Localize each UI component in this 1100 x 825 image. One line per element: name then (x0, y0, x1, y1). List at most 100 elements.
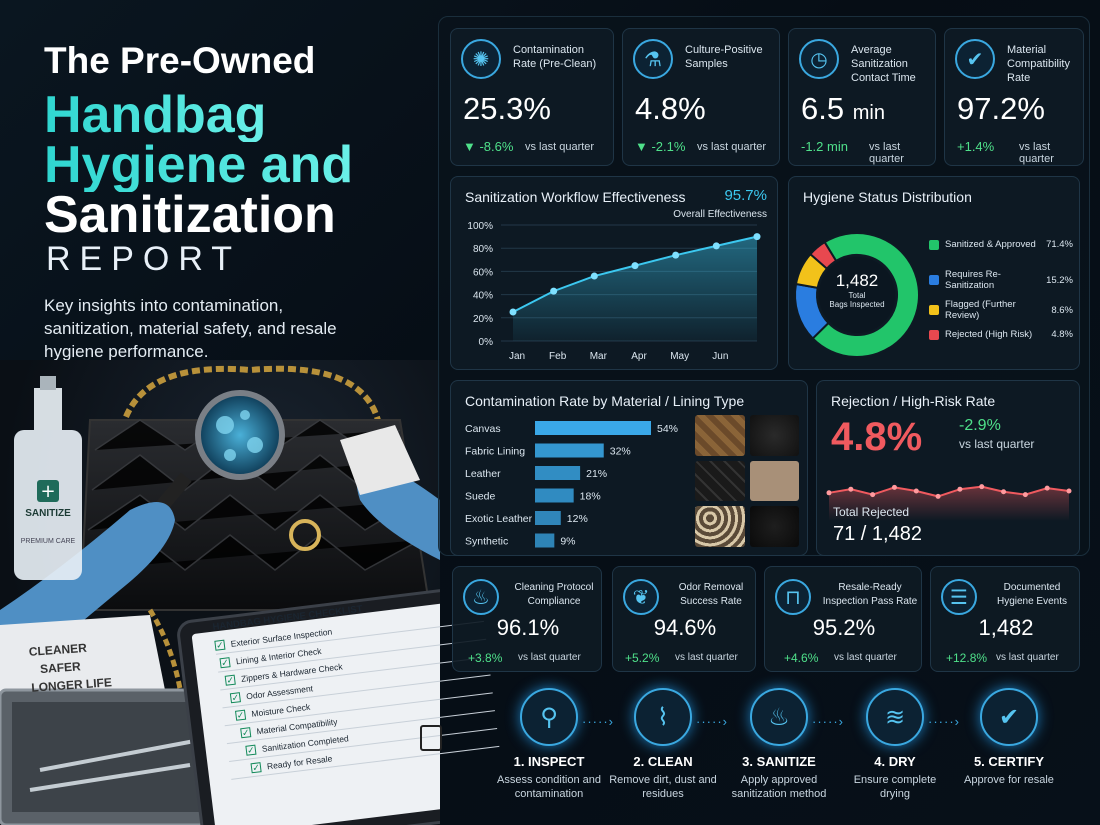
trend-point (826, 490, 832, 496)
rejection-delta: -2.9% (959, 417, 1001, 434)
trend-point (1022, 492, 1028, 498)
shield-check-icon: ✔ (980, 688, 1038, 746)
kpi-delta: +1.4% (957, 139, 995, 154)
wind-icon: ≋ (866, 688, 924, 746)
bar-category-label: Suede (465, 491, 496, 503)
process-step: ♨ 3. SANITIZE Apply approved sanitizatio… (724, 688, 834, 801)
kpi-delta: +4.6% (784, 651, 819, 665)
virus-icon: ✺ (461, 39, 501, 79)
material-bar-chart: Canvas 54% Fabric Lining 32% Leather 21% Suede… (465, 421, 678, 548)
donut-hole (819, 257, 895, 333)
kpi-delta: +12.8% (946, 651, 988, 665)
kpi-vs: vs last quarter (1019, 141, 1054, 165)
rejection-title: Rejection / High-Risk Rate (831, 393, 996, 409)
spray-bottle-icon: ♨ (463, 579, 499, 615)
bar-category-label: Canvas (465, 423, 501, 435)
magnifier-icon: ⚲ (520, 688, 578, 746)
title-line-3: Hygiene and (44, 136, 354, 194)
bar-value-label: 9% (560, 536, 575, 548)
bar-value-label: 54% (657, 423, 678, 435)
leaf-icon: ❦ (623, 579, 659, 615)
kpi-value: 97.2% (957, 91, 1045, 126)
bar-value-label: 21% (586, 468, 607, 480)
step-title: 2. CLEAN (633, 754, 693, 769)
legend-item: Rejected (High Risk) 4.8% (929, 329, 1073, 340)
bar-category-label: Exotic Leather (465, 513, 533, 525)
trend-point (913, 488, 919, 494)
quilted-swatch (695, 460, 745, 502)
step-desc: Approve for resale (964, 774, 1054, 786)
checkbox-icon: ✓ (245, 744, 257, 756)
data-point (631, 262, 639, 270)
kpi-card: ✺ Contamination Rate (Pre-Clean) 25.3% ▼… (450, 28, 614, 166)
legend-label: Requires Re-Sanitization (945, 269, 1001, 291)
bar-category-label: Leather (465, 468, 501, 480)
donut-center: 1,482 Total Bags Inspected (815, 271, 899, 309)
clock-icon: ◷ (799, 39, 839, 79)
kpi-label: Documented Hygiene Events (996, 582, 1068, 607)
kpi-label: Average Sanitization Contact Time (851, 44, 916, 84)
kpi-value: 94.6% (653, 615, 717, 640)
y-tick-label: 40% (473, 291, 493, 302)
title-line-4: Sanitization (44, 186, 336, 244)
kpi-vs: vs last quarter (697, 141, 767, 153)
y-tick-label: 60% (473, 267, 493, 278)
rejection-trend-line (826, 484, 1072, 521)
kpi-card: ✔ Material Compatibility Rate 97.2% +1.4… (944, 28, 1084, 166)
step-title: 4. DRY (874, 754, 916, 769)
kpi-value: 95.2% (812, 615, 876, 640)
spray-bottle-icon: ♨ (750, 688, 808, 746)
kpi-vs: vs last quarter (525, 141, 595, 153)
trend-point (870, 492, 876, 498)
trend-point (1044, 485, 1050, 491)
x-tick-label: Apr (631, 351, 647, 362)
trend-point (957, 486, 963, 492)
legend-label: Sanitized & Approved (945, 239, 1036, 250)
process-step: ⌇ 2. CLEAN Remove dirt, dust and residue… (608, 688, 718, 801)
checkbox-icon: ✓ (214, 639, 226, 651)
checkbox-icon: ✓ (234, 709, 247, 721)
legend-swatch (929, 329, 939, 340)
step-desc: Ensure complete drying (853, 774, 937, 800)
overall-value: 95.7% (724, 187, 767, 204)
legend-value: 4.8% (1051, 329, 1073, 340)
bag-icon (420, 725, 442, 751)
trend-point (935, 493, 941, 499)
kpi-vs: vs last quarter (675, 652, 738, 663)
synthetic-swatch (749, 506, 799, 547)
trend-point (1066, 488, 1072, 494)
kpi-label: Contamination Rate (Pre-Clean) (513, 44, 597, 70)
y-tick-label: 100% (467, 221, 493, 232)
bar-category-label: Fabric Lining (465, 446, 525, 458)
title-line-2: Handbag (44, 86, 267, 144)
x-tick-label: Mar (590, 351, 608, 362)
kpi-card: ⊓ Resale-Ready Inspection Pass Rate 95.2… (764, 566, 922, 672)
bar (535, 421, 651, 435)
kpi-vs: vs last quarter (834, 652, 897, 663)
trend-line (828, 485, 1070, 498)
distribution-title: Hygiene Status Distribution (803, 189, 972, 205)
data-point (550, 287, 558, 295)
bottle-sub: PREMIUM CARE (20, 538, 76, 545)
legend-item: Sanitized & Approved 71.4% (929, 239, 1073, 250)
step-title: 5. CERTIFY (973, 754, 1045, 769)
legend-swatch (929, 305, 939, 315)
kpi-vs: vs last quarter (869, 141, 904, 165)
data-point (753, 233, 761, 241)
process-step: ≋ 4. DRY Ensure complete drying (840, 688, 950, 801)
materials-title: Contamination Rate by Material / Lining … (465, 393, 745, 409)
kpi-value: 1,482 (978, 615, 1034, 640)
leather-swatch (749, 415, 799, 456)
kpi-label: Odor Removal Success Rate (678, 582, 744, 607)
data-point (712, 242, 720, 250)
x-tick-label: Jun (712, 351, 728, 362)
overall-label: Overall Effectiveness (673, 209, 767, 220)
kpi-value: 96.1% (496, 615, 560, 640)
svg-text:+: + (40, 481, 55, 502)
step-desc: Apply approved sanitization method (731, 774, 827, 800)
kpi-value: 4.8% (635, 91, 706, 126)
donut-slice (811, 232, 920, 358)
step-arrow-icon: ·····› (928, 714, 960, 729)
center-label-1: Total (848, 291, 866, 300)
bar (535, 488, 574, 503)
